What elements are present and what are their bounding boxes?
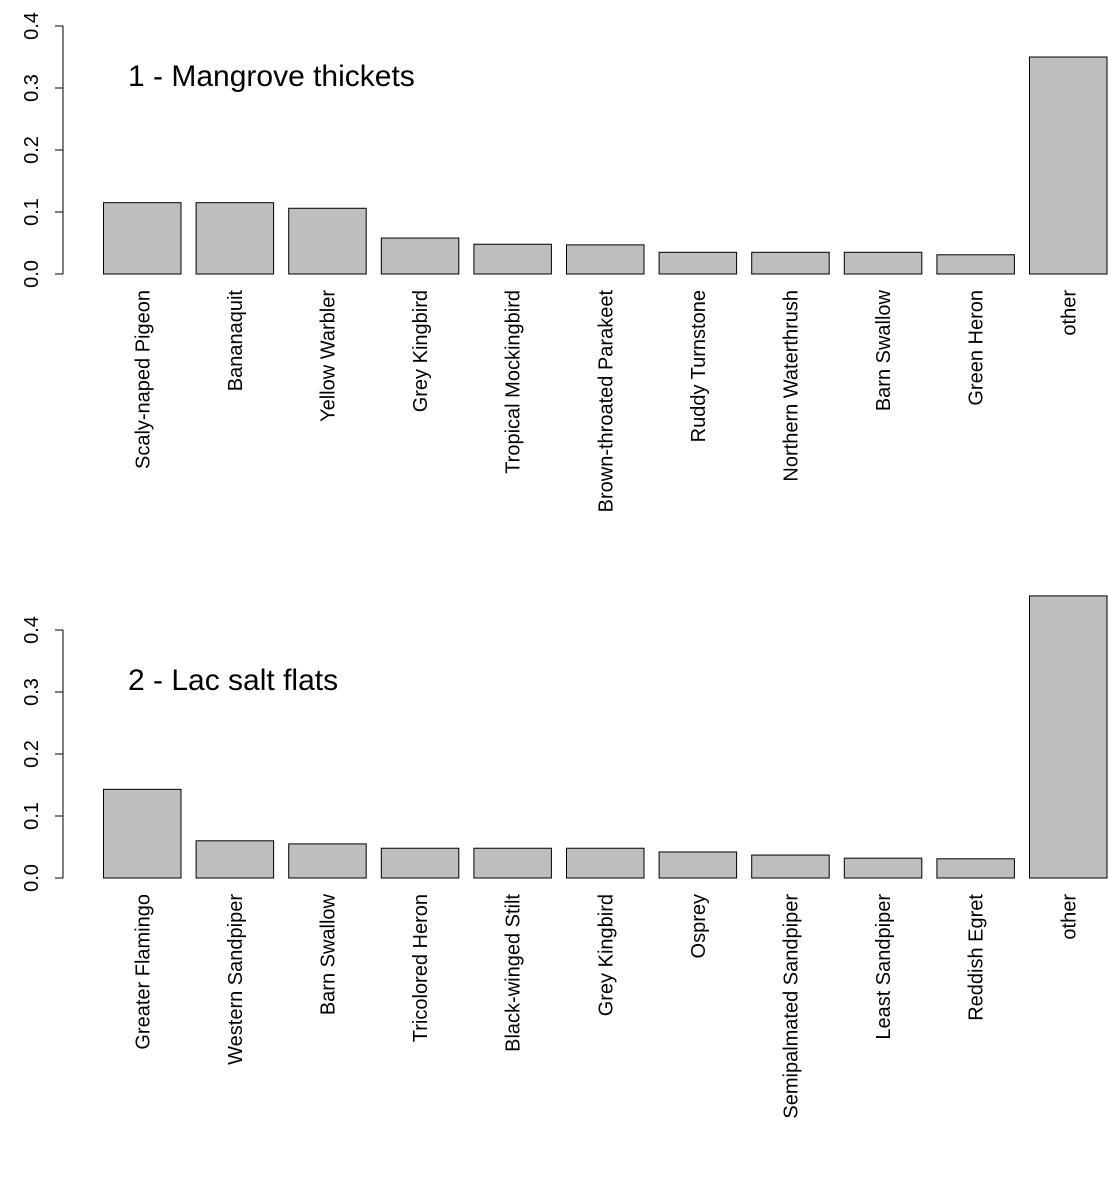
x-tick-label: Western Sandpiper (225, 894, 247, 1065)
x-tick-label: Ruddy Turnstone (688, 290, 710, 442)
y-tick-label: 0.2 (21, 740, 43, 768)
y-tick-label: 0.0 (21, 260, 43, 288)
bar (103, 202, 182, 275)
bar (288, 207, 367, 275)
x-tick-label: Barn Swallow (873, 289, 895, 411)
x-tick-label: Greater Flamingo (132, 894, 154, 1050)
bar (658, 851, 738, 879)
x-tick-label: Bananaquit (225, 290, 247, 392)
y-tick-label: 0.4 (21, 12, 43, 40)
chart-title: 1 - Mangrove thickets (128, 60, 415, 93)
x-tick-label: Semipalmated Sandpiper (780, 894, 802, 1119)
bar (1029, 56, 1108, 275)
x-tick-label: Tricolored Heron (410, 894, 432, 1042)
bar (1029, 595, 1108, 879)
bar (751, 854, 830, 879)
x-tick-label: Grey Kingbird (595, 894, 617, 1016)
x-tick-label: Scaly-naped Pigeon (132, 290, 154, 469)
bar (473, 847, 552, 879)
y-tick-label: 0.2 (21, 136, 43, 164)
x-tick-label: Northern Waterthrush (780, 290, 802, 482)
x-tick-label: Least Sandpiper (873, 894, 895, 1040)
y-tick-label: 0.1 (21, 802, 43, 830)
x-tick-label: Brown-throated Parakeet (595, 290, 617, 513)
y-tick-label: 0.3 (21, 74, 43, 102)
bar (936, 858, 1015, 879)
x-tick-label: Green Heron (966, 290, 988, 406)
x-tick-label: other (1058, 894, 1080, 940)
bar (751, 251, 830, 275)
bar (380, 237, 460, 275)
x-tick-label: Osprey (688, 894, 710, 958)
y-tick-label: 0.3 (21, 678, 43, 706)
x-tick-label: Barn Swallow (317, 893, 339, 1015)
bar (380, 847, 460, 879)
bar (288, 843, 367, 879)
x-tick-label: other (1058, 290, 1080, 336)
bar (936, 254, 1015, 275)
x-tick-label: Grey Kingbird (410, 290, 432, 412)
y-tick-label: 0.1 (21, 198, 43, 226)
x-tick-label: Black-winged Stilt (503, 894, 525, 1052)
bar (473, 243, 552, 275)
x-tick-label: Tropical Mockingbird (503, 290, 525, 474)
bar (103, 788, 182, 879)
bar (566, 847, 645, 879)
y-tick-label: 0.0 (21, 864, 43, 892)
chart-title: 2 - Lac salt flats (128, 664, 338, 697)
bar (566, 244, 645, 275)
bar (843, 857, 923, 879)
bar (658, 251, 738, 275)
bar (195, 202, 275, 275)
x-tick-label: Reddish Egret (966, 894, 988, 1021)
x-tick-label: Yellow Warbler (317, 290, 339, 422)
bar (843, 251, 923, 275)
y-tick-label: 0.4 (21, 616, 43, 644)
bar (195, 840, 275, 879)
